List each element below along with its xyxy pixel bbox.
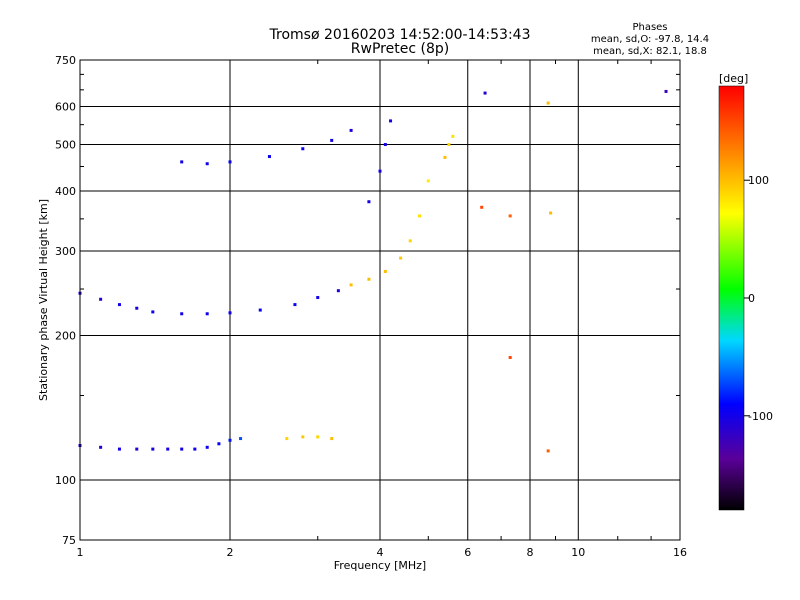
colorbar-tick-label: 0 [748, 292, 755, 305]
echo-point [367, 277, 371, 281]
echo-point [205, 312, 209, 316]
colorbar-ticks: 100 0 -100 [744, 174, 773, 423]
echo-point [508, 214, 512, 218]
plot-frame [79, 59, 681, 541]
chart-subtitle: RwPretec (8p) [350, 41, 450, 57]
echo-point [180, 447, 184, 451]
echo-point [483, 91, 487, 95]
y-tick-label: 500 [55, 139, 76, 152]
y-tick-label: 200 [55, 330, 76, 343]
echo-point [205, 162, 209, 166]
y-tick-label: 400 [55, 185, 76, 198]
echo-point [228, 438, 232, 442]
echo-point [193, 447, 197, 451]
axis-ticks: 1 2 4 6 8 10 16 75 100 200 300 400 500 600 750 [55, 54, 687, 559]
echo-point [383, 269, 387, 273]
echo-point [99, 297, 103, 301]
echo-point [316, 296, 320, 300]
y-tick-label: 75 [62, 534, 76, 547]
colorbar-label: [deg] [719, 72, 748, 85]
echo-point [378, 169, 382, 173]
echo-point [330, 437, 334, 441]
echo-point [349, 283, 353, 287]
y-tick-label: 300 [55, 245, 76, 258]
echo-point [383, 143, 387, 147]
echo-point [480, 205, 484, 209]
echo-point [443, 155, 447, 159]
x-tick-label: 1 [77, 546, 84, 559]
stats-header: Phases [632, 22, 668, 33]
y-tick-label: 750 [55, 54, 76, 67]
echo-point [349, 128, 353, 132]
echo-point [258, 308, 262, 312]
echo-point [217, 442, 221, 446]
stats-line-o: mean, sd,O: -97.8, 14.4 [590, 34, 710, 45]
chart-title: Tromsø 20160203 14:52:00-14:53:43 [269, 27, 531, 43]
echo-point [367, 200, 371, 204]
grid-lines [80, 60, 680, 540]
x-tick-label: 6 [464, 546, 471, 559]
echo-point [135, 306, 139, 310]
echo-point [301, 147, 305, 151]
echo-point [546, 449, 550, 453]
colorbar-tick-label: 100 [748, 174, 769, 187]
echo-point [180, 312, 184, 316]
echo-point [546, 101, 550, 105]
y-axis-label: Stationary phase Virtual Height [km] [37, 199, 50, 401]
echo-point [408, 239, 412, 243]
echo-point [99, 445, 103, 449]
x-tick-label: 8 [527, 546, 534, 559]
echo-point [267, 155, 271, 159]
echo-point [399, 256, 403, 260]
echo-point [293, 303, 297, 307]
echo-point [336, 289, 340, 293]
data-points [78, 89, 668, 453]
echo-point [205, 445, 209, 449]
echo-point [228, 160, 232, 164]
colorbar [718, 85, 745, 511]
echo-point [151, 310, 155, 314]
echo-point [389, 119, 393, 123]
echo-point [117, 303, 121, 307]
colorbar-tick-label: -100 [748, 410, 773, 423]
echo-point [135, 447, 139, 451]
x-tick-label: 4 [377, 546, 384, 559]
echo-point [316, 435, 320, 439]
y-tick-label: 600 [55, 101, 76, 114]
y-tick-label: 100 [55, 474, 76, 487]
echo-point [549, 211, 553, 215]
x-axis-label: Frequency [MHz] [334, 559, 426, 572]
x-tick-label: 16 [673, 546, 687, 559]
echo-point [447, 143, 451, 147]
echo-point [228, 311, 232, 315]
echo-point [166, 447, 170, 451]
echo-point [426, 179, 430, 183]
stats-line-x: mean, sd,X: 82.1, 18.8 [593, 46, 707, 57]
echo-point [664, 89, 668, 93]
echo-point [239, 437, 243, 441]
echo-point [151, 447, 155, 451]
x-tick-label: 2 [227, 546, 234, 559]
echo-point [330, 138, 334, 142]
echo-point [417, 214, 421, 218]
echo-point [285, 437, 289, 441]
echo-point [301, 435, 305, 439]
echo-point [117, 447, 121, 451]
echo-point [508, 355, 512, 359]
echo-point [180, 160, 184, 164]
phase-stats: Phases mean, sd,O: -97.8, 14.4 mean, sd,… [590, 22, 710, 58]
x-tick-label: 10 [571, 546, 585, 559]
echo-point [451, 134, 455, 138]
